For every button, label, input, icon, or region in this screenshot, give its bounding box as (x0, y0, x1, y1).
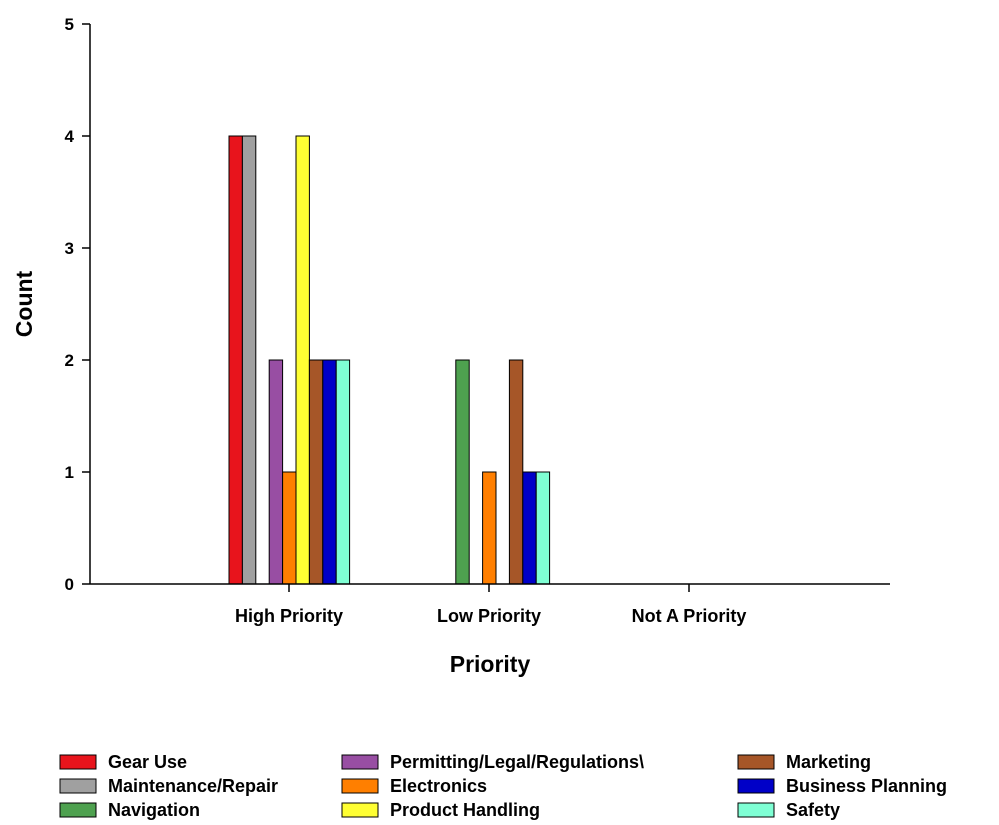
bar-permitting-legal-regulations-high-priority (268, 359, 284, 585)
x-tick-label: Not A Priority (632, 606, 747, 626)
legend-label: Safety (786, 800, 840, 820)
bar-safety-low-priority (535, 471, 551, 585)
bar-electronics-low-priority (482, 471, 497, 585)
x-ticks-group: High Priority Low Priority Not A Priority (235, 584, 746, 626)
bar-navigation-low-priority (455, 359, 470, 585)
x-axis-title: Priority (450, 651, 531, 677)
y-tick-label: 4 (65, 127, 75, 146)
legend-label: Marketing (786, 752, 871, 772)
legend: Gear Use Maintenance/Repair Navigation Perm… (59, 752, 947, 820)
legend-label: Permitting/Legal/Regulations\ (390, 752, 644, 772)
y-tick-label: 3 (65, 239, 74, 258)
x-tick-label: High Priority (235, 606, 343, 626)
bar-marketing-low-priority (508, 359, 524, 585)
y-axis-title: Count (11, 270, 37, 337)
legend-label: Product Handling (390, 800, 540, 820)
y-tick-label: 0 (65, 575, 74, 594)
legend-swatch (737, 778, 775, 794)
x-tick-label: Low Priority (437, 606, 541, 626)
y-ticks-group: 0 1 2 3 4 5 (65, 15, 90, 594)
legend-swatch (737, 802, 775, 818)
axes-group (89, 24, 890, 585)
bars-group (228, 135, 551, 585)
legend-swatch (737, 754, 775, 770)
bar-safety-high-priority (335, 359, 351, 585)
bar-maintenance-repair-high-priority (241, 135, 257, 585)
bar-business-planning-high-priority (322, 359, 337, 585)
bar-gear-use-high-priority (228, 135, 243, 585)
y-tick-label: 5 (65, 15, 74, 34)
legend-label: Business Planning (786, 776, 947, 796)
legend-swatch (341, 802, 379, 818)
legend-swatch (341, 754, 379, 770)
y-tick-label: 1 (65, 463, 74, 482)
bar-business-planning-low-priority (522, 471, 537, 585)
legend-swatch (59, 802, 97, 818)
bar-marketing-high-priority (308, 359, 324, 585)
legend-swatch (59, 778, 97, 794)
legend-label: Gear Use (108, 752, 187, 772)
y-tick-label: 2 (65, 351, 74, 370)
legend-label: Navigation (108, 800, 200, 820)
legend-swatch (341, 778, 379, 794)
legend-swatch (59, 754, 97, 770)
bar-product-handling-high-priority (295, 135, 310, 585)
legend-label: Electronics (390, 776, 487, 796)
legend-label: Maintenance/Repair (108, 776, 278, 796)
bar-electronics-high-priority (282, 471, 297, 585)
